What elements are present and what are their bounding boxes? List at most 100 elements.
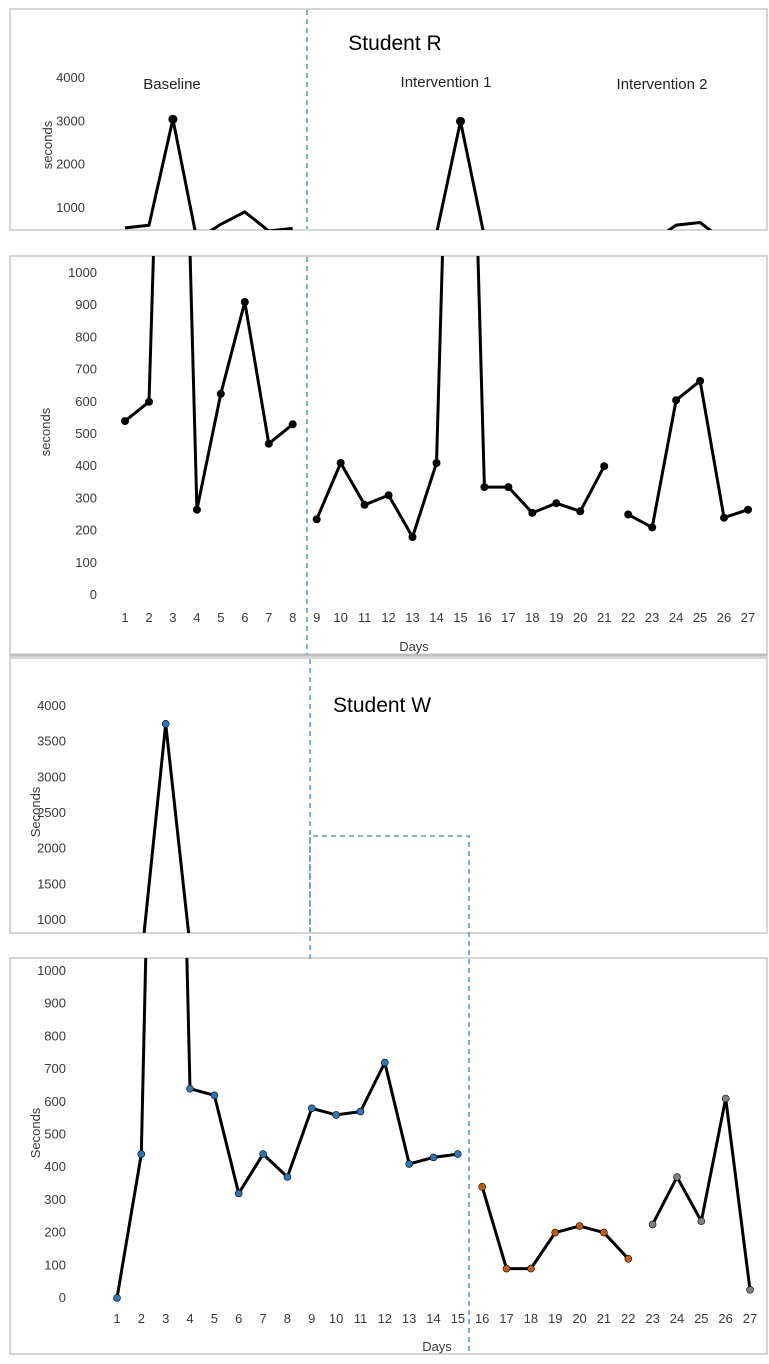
x-tick-label: 20 [572,1311,586,1326]
series-group-w-top [142,719,750,990]
y-tick-label: 1500 [37,876,66,891]
series-line-segment [124,256,294,512]
data-point [648,523,657,532]
data-point [697,1217,706,1225]
series-line-segment [480,1186,630,1271]
x-tick-label: 21 [597,610,611,625]
x-tick-label: 13 [405,610,419,625]
data-point [624,510,633,519]
x-tick-label: 14 [429,610,443,625]
x-tick-label: 23 [645,610,659,625]
data-point [168,114,178,124]
data-point [264,439,273,448]
data-point [600,1228,608,1237]
x-tick-label: 3 [169,610,176,625]
series-group-r-top [124,114,713,230]
x-tick-label: 8 [284,1311,291,1326]
x-axis-title-r: Days [399,639,429,654]
x-tick-label: 5 [217,610,224,625]
x-tick-label: 22 [621,610,635,625]
data-point [312,515,321,524]
data-point [673,1173,681,1181]
x-tick-label: 15 [451,1311,465,1326]
x-tick-label: 2 [145,610,152,625]
y-tick-label: 700 [75,362,97,377]
x-tick-label: 16 [475,1311,489,1326]
x-tick-label: 15 [453,610,467,625]
phase-label-baseline: Baseline [143,76,201,93]
y-tick-label: 1000 [56,200,85,215]
x-tick-label: 26 [717,610,731,625]
data-point [216,389,225,398]
x-tick-label: 24 [670,1311,684,1326]
y-tick-label: 4000 [37,698,66,713]
chart-title-student-w: Student W [333,694,431,717]
y-tick-label: 3000 [37,769,66,784]
y-tick-label: 700 [44,1061,66,1076]
x-tick-label: 4 [193,610,200,625]
data-point [307,1104,316,1113]
data-point [502,1264,511,1273]
y-tick-label: 200 [75,523,97,538]
data-point [240,298,249,306]
data-point [478,1183,487,1191]
series-line-segment [142,722,191,933]
x-tick-label: 17 [499,1311,513,1326]
series-line-segment [124,117,293,230]
data-point [648,1220,657,1229]
series-line-segment [666,221,713,230]
y-tick-label: 0 [59,1290,66,1305]
data-point [453,1150,462,1158]
panel-frame-r-top [9,8,768,231]
data-point [527,1264,535,1273]
data-point [259,1150,267,1158]
y-tick-label: 1000 [37,912,66,927]
y-tick-label: 900 [44,996,66,1011]
y-tick-label: 300 [44,1192,66,1207]
x-tick-label: 24 [669,610,683,625]
data-point [332,1111,340,1119]
data-point [405,1160,414,1168]
data-point [429,1153,438,1162]
x-tick-label: 26 [718,1311,732,1326]
data-point [380,1058,389,1067]
y-tick-label: 100 [44,1257,66,1272]
data-point [624,1255,633,1263]
x-tick-label: 6 [235,1311,242,1326]
y-tick-label: 400 [75,458,97,473]
y-tick-label: 2000 [56,157,85,172]
x-tick-label: 10 [333,610,347,625]
data-point [600,462,609,471]
x-tick-label: 11 [354,1311,368,1326]
y-axis-title-w-top: Seconds [28,786,43,837]
y-axis-title-r-bottom: seconds [38,407,53,456]
y-tick-label: 1000 [37,963,66,978]
data-point [576,507,585,516]
data-point [575,1222,584,1230]
x-tick-label: 17 [501,610,515,625]
x-tick-label: 5 [211,1311,218,1326]
data-point [551,1228,560,1237]
y-tick-label: 4000 [56,70,85,85]
x-tick-label: 11 [358,610,372,625]
x-tick-label: 25 [694,1311,708,1326]
x-tick-label: 9 [313,610,320,625]
x-tick-label: 8 [289,610,296,625]
x-tick-label: 22 [621,1311,635,1326]
x-tick-label: 3 [162,1311,169,1326]
series-line-segment [653,948,750,990]
y-tick-label: 400 [44,1159,66,1174]
data-point [746,1286,754,1294]
x-tick-label: 12 [381,610,395,625]
data-point [234,1189,243,1198]
data-point [192,505,201,514]
phase-label-intervention-2: Intervention 2 [617,76,708,93]
chart-title-student-r: Student R [348,32,441,55]
series-line-segment [651,1097,752,1290]
data-point [721,1094,730,1103]
series-line-segment [482,967,628,985]
y-axis-title-r-top: seconds [40,120,55,169]
data-point [356,1107,365,1116]
y-tick-label: 800 [44,1028,66,1043]
